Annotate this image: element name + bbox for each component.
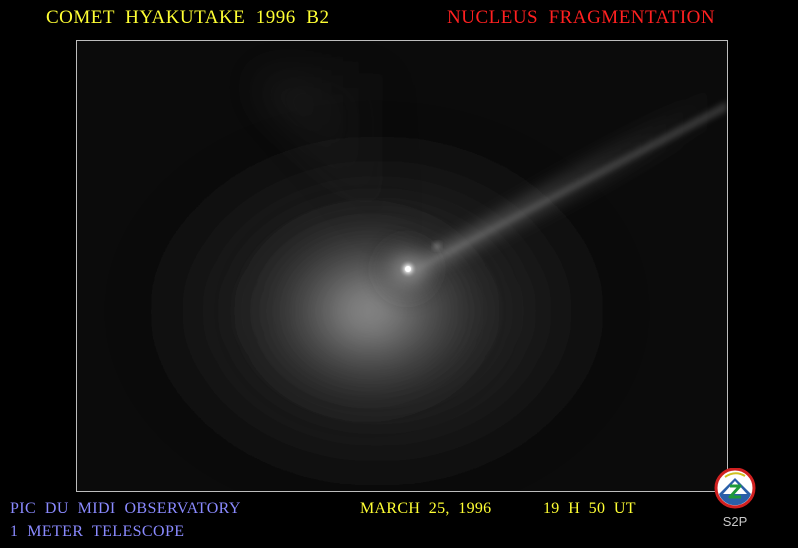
telescope-label: 1 METER TELESCOPE <box>10 523 185 540</box>
comet-image <box>77 41 727 491</box>
time-label: 19 H 50 UT <box>543 500 636 517</box>
logo-label: S2P <box>722 514 748 529</box>
comet-photograph <box>76 40 728 492</box>
image-subtitle: NUCLEUS FRAGMENTATION <box>447 7 716 28</box>
observatory-label: PIC DU MIDI OBSERVATORY <box>10 500 241 517</box>
s2p-logo-icon <box>714 468 756 509</box>
date-label: MARCH 25, 1996 <box>360 500 492 517</box>
image-title: COMET HYAKUTAKE 1996 B2 <box>46 7 330 28</box>
